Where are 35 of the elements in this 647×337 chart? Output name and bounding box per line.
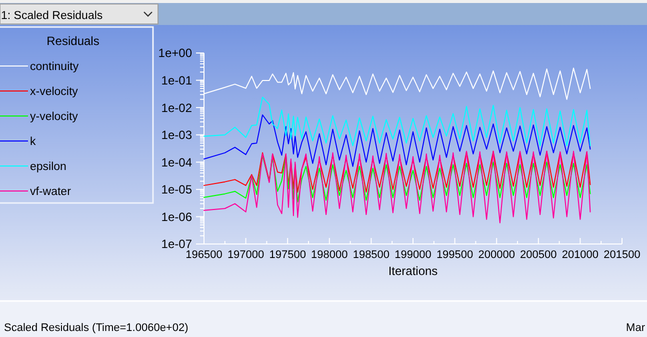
y-tick-label: 1e-07 xyxy=(161,237,192,252)
y-tick-label: 1e-04 xyxy=(161,155,192,170)
line-series xyxy=(204,96,591,146)
text: Mar xyxy=(626,322,646,334)
x-axis-title: Iterations xyxy=(388,264,438,278)
line-series xyxy=(204,114,591,167)
y-tick-label: 1e+00 xyxy=(158,46,192,60)
x-tick-label: 197500 xyxy=(269,249,306,261)
line-series xyxy=(204,155,591,202)
x-tick-label: 200500 xyxy=(520,249,557,261)
x-tick-label: 201500 xyxy=(604,249,640,261)
legend-label: x-velocity xyxy=(30,86,78,98)
line-series xyxy=(204,150,591,193)
y-tick-label: 1e-02 xyxy=(161,100,192,115)
y-tick-label: 1e-03 xyxy=(161,128,192,142)
y-tick-label: 1e-01 xyxy=(161,73,192,88)
legend-label: epsilon xyxy=(30,161,66,174)
legend-title: Residuals xyxy=(46,34,100,48)
legend-label: y-velocity xyxy=(30,111,78,124)
legend-label: k xyxy=(30,136,36,148)
x-tick-label: 198000 xyxy=(311,249,348,261)
dropdown: 1: Scaled Residuals xyxy=(0,4,158,24)
legend-label: continuity xyxy=(30,61,79,74)
text: Scaled Residuals (Time=1.0060e+02) xyxy=(4,322,188,334)
x-tick-label: 201000 xyxy=(562,249,599,261)
x-tick-label: 199000 xyxy=(394,249,432,261)
y-tick-label: 1e-05 xyxy=(161,182,192,197)
x-tick-label: 200000 xyxy=(478,249,515,261)
x-tick-label: 196500 xyxy=(186,249,222,261)
x-tick-label: 198500 xyxy=(352,249,390,261)
x-tick-label: 199500 xyxy=(436,249,474,261)
line-series xyxy=(204,150,591,224)
x-tick-label: 197000 xyxy=(227,249,264,261)
legend-label: vf-water xyxy=(30,186,72,198)
y-tick-label: 1e-06 xyxy=(161,210,192,224)
